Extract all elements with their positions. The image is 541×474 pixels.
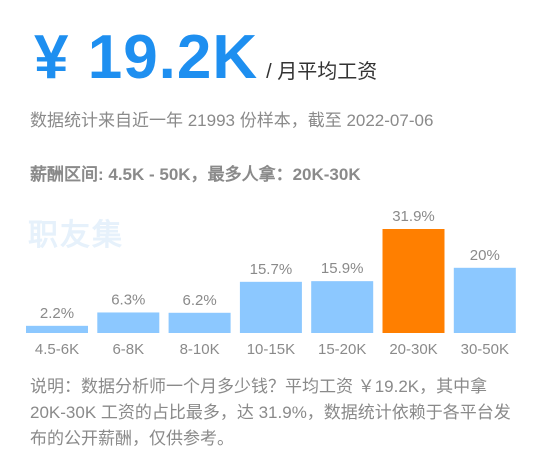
watermark-logo: 职友集 (28, 219, 124, 252)
value-label-15-20K: 15.9% (321, 260, 364, 277)
category-label-4.5-6K: 4.5-6K (35, 341, 79, 358)
bar-4.5-6K (26, 325, 88, 333)
value-label-4.5-6K: 2.2% (40, 305, 74, 322)
bar-8-10K (168, 312, 231, 333)
category-label-6-8K: 6-8K (112, 341, 144, 358)
bar-10-15K (239, 281, 302, 333)
bar-15-20K (311, 281, 374, 333)
headline: ¥ 19.2K / 月平均工资 (34, 22, 377, 93)
bar-6-8K (97, 312, 160, 333)
value-label-8-10K: 6.2% (182, 292, 216, 309)
category-label-15-20K: 15-20K (318, 341, 366, 358)
average-salary: ¥ 19.2K (34, 23, 259, 92)
value-label-10-15K: 15.7% (250, 261, 293, 278)
category-label-20-30K: 20-30K (389, 341, 437, 358)
category-label-8-10K: 8-10K (180, 341, 220, 358)
value-label-30-50K: 20% (470, 247, 500, 264)
value-label-6-8K: 6.3% (111, 291, 145, 308)
category-label-10-15K: 10-15K (247, 341, 295, 358)
sample-subtitle: 数据统计来自近一年 21993 份样本，截至 2022-07-06 (30, 111, 434, 130)
salary-range-line: 薪酬区间: 4.5K - 50K，最多人拿：20K-30K (30, 165, 361, 184)
salary-unit-label: / 月平均工资 (266, 61, 378, 83)
category-label-30-50K: 30-50K (461, 341, 509, 358)
value-label-20-30K: 31.9% (392, 208, 435, 225)
bar-20-30K (382, 229, 445, 333)
explanation-note: 说明：数据分析师一个月多少钱？平均工资 ￥19.2K，其中拿 20K-30K 工… (30, 377, 511, 448)
bar-30-50K (453, 267, 516, 333)
salary-distribution-chart: 2.2% 4.5-6K 6.3% 6-8K 6.2% 8-10K 15.7% 10-15K 15… (26, 208, 516, 358)
